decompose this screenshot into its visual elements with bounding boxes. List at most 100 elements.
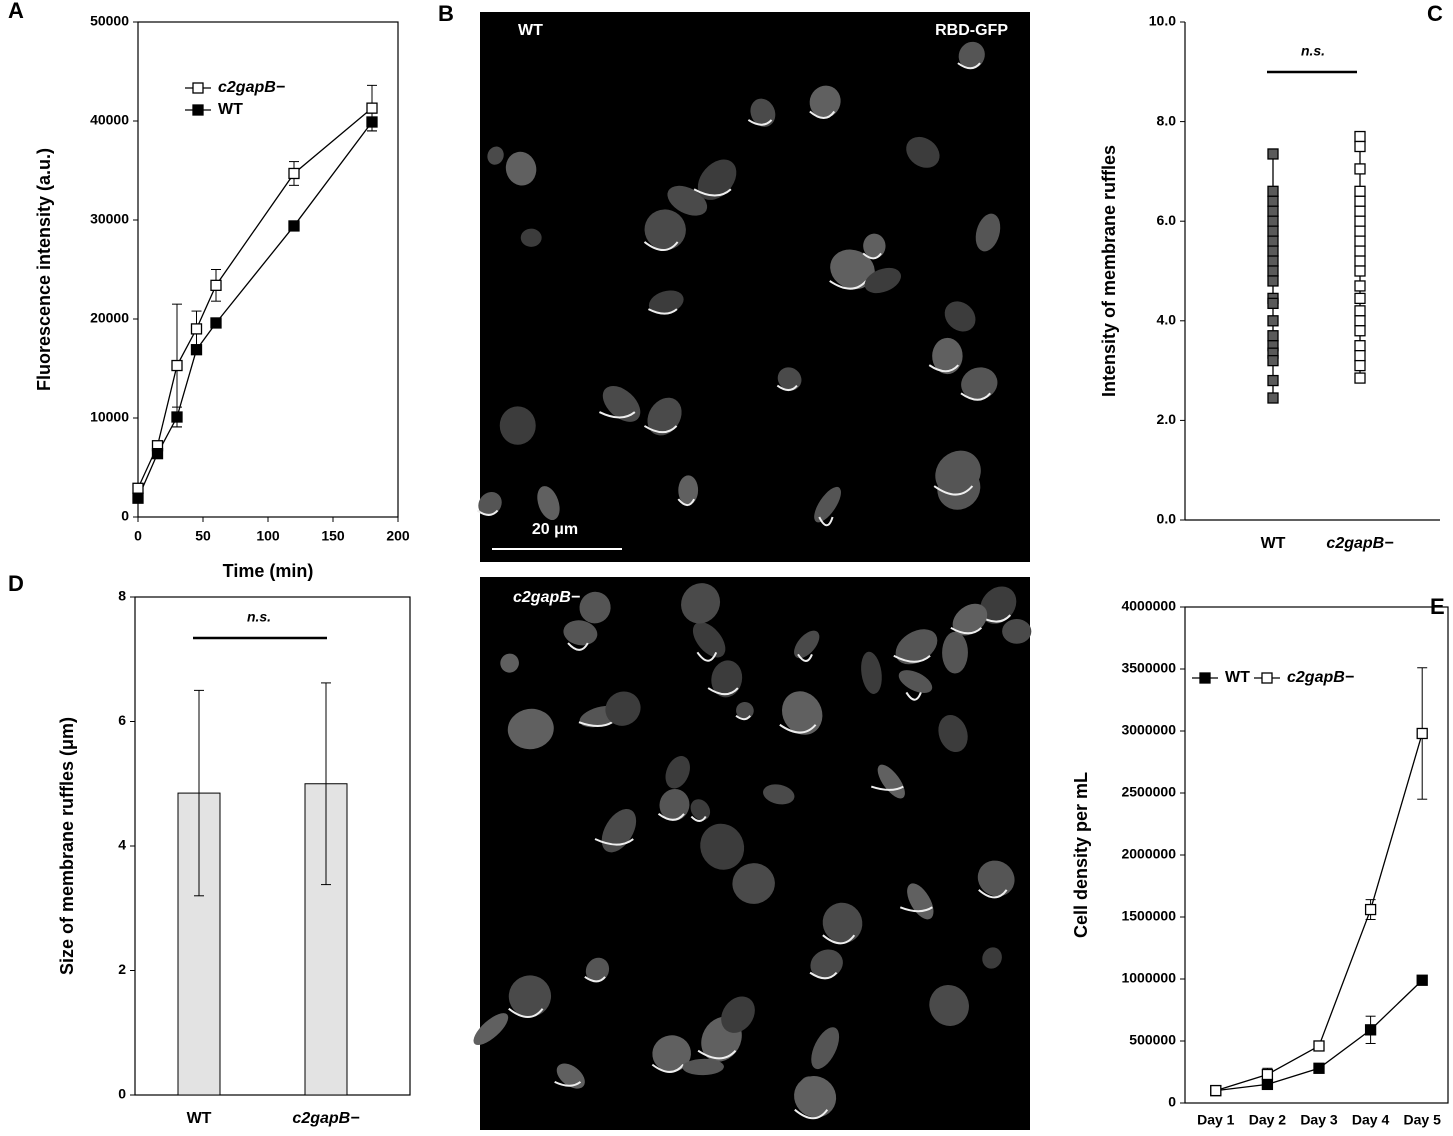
y-axis-title: Fluorescence intensity (a.u.) [34,148,54,391]
marker [1354,205,1366,217]
marker [210,279,222,291]
cell [665,756,690,789]
marker [1267,354,1279,367]
ruffle [818,516,834,527]
cell [659,788,690,821]
cell [822,902,863,944]
cell [681,583,721,624]
marker [1267,275,1279,287]
x-tick-label: 100 [256,528,280,544]
cell [652,1035,691,1072]
cell [505,151,537,186]
x-tick-label: Day 5 [1404,1112,1442,1128]
cell [944,301,976,332]
y-tick-label: 8 [118,588,126,604]
cell [520,228,542,247]
marker [190,344,203,356]
ruffle [899,906,933,913]
marker [1354,350,1366,362]
marker [1267,225,1279,237]
cell [982,947,1002,969]
x-tick-label: Day 3 [1300,1112,1338,1128]
legend-marker [192,82,204,94]
marker [1313,1040,1325,1052]
ruffle [696,651,718,662]
marker [171,411,183,423]
y-tick-label: 20000 [90,310,129,326]
marker [1416,974,1428,986]
ruffle [657,813,685,821]
cell [690,799,711,821]
cell [487,146,504,165]
marker [288,220,300,232]
cell [763,784,795,805]
y-tick-label: 6 [118,712,126,728]
y-tick-label: 0 [1168,1094,1176,1110]
marker [1354,235,1366,247]
cell [942,631,968,674]
marker [1267,330,1279,342]
marker [366,116,378,128]
cell [810,949,843,979]
cells [473,41,1032,1120]
ruffle [829,280,867,290]
cell [877,764,905,799]
marker [1354,372,1366,384]
series-line [137,107,373,489]
marker [1354,325,1366,337]
channel-label: RBD-GFP [935,22,1008,39]
plot-frame [137,21,399,518]
y-tick-label: 10.0 [1149,13,1176,29]
y-tick-label: 0 [121,508,129,524]
marker [1354,185,1366,197]
panel-label: A [8,0,24,23]
y-tick-label: 50000 [90,13,129,29]
marker [171,359,183,372]
ruffle [776,384,798,392]
marker [366,102,378,114]
ruffle [508,1007,544,1019]
ruffle [893,654,931,663]
ruffle [643,241,679,252]
marker [1354,359,1366,372]
ruffle [567,642,589,651]
micrograph-label: WT [518,22,543,39]
ruffle [578,721,613,728]
panel-label: E [1430,594,1445,619]
ruffle [797,653,813,662]
marker [1354,255,1366,267]
x-tick-label: Day 4 [1352,1112,1390,1128]
marker [1267,255,1279,267]
marker [1354,140,1366,153]
ruffle [677,498,696,507]
marker [1267,392,1279,404]
annotation: n.s. [247,609,271,625]
cell [980,586,1017,624]
cell [700,823,745,870]
marker [1261,1068,1274,1081]
y-tick-label: 2 [118,961,126,977]
cell [864,267,901,294]
marker [132,482,144,494]
cell [556,1063,585,1089]
marker [288,167,300,180]
y-tick-label: 1000000 [1121,970,1176,986]
marker [1267,215,1279,227]
y-tick-label: 2500000 [1121,784,1176,800]
cell [648,290,684,315]
ruffle [643,425,678,434]
x-tick-label: Day 1 [1197,1112,1235,1128]
cell [794,1076,837,1118]
y-tick-label: 40000 [90,112,129,128]
marker [1267,374,1279,387]
y-tick-label: 0.0 [1157,511,1177,527]
marker [210,317,222,329]
annotation: n.s. [1301,43,1325,59]
cell [563,620,598,646]
y-axis-title: Intensity of membrane ruffles [1099,145,1119,397]
marker [132,492,144,504]
x-tick-label: 50 [195,528,211,544]
marker [1354,195,1366,207]
y-tick-label: 4.0 [1157,312,1177,328]
marker [1267,245,1279,257]
